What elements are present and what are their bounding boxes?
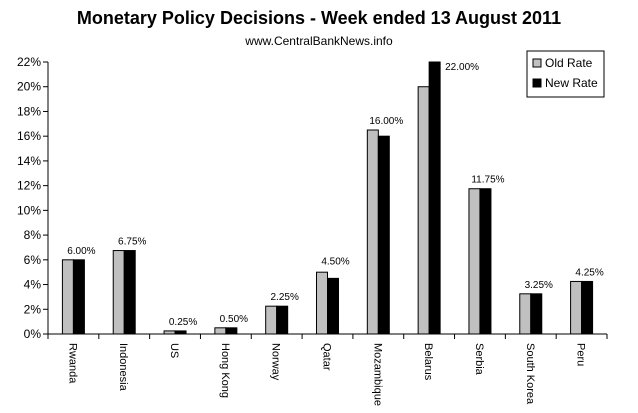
bar-new-rate: [123, 250, 136, 335]
y-tick-label: 20%: [17, 80, 41, 94]
x-category-label: Peru: [575, 343, 587, 366]
bar-old-rate: [316, 271, 328, 335]
x-category-label: Hong Kong: [219, 343, 231, 398]
bar-new-rate: [327, 277, 339, 335]
bar-new-rate: [377, 135, 390, 335]
x-category-label: Belarus: [422, 343, 434, 381]
y-tick-label: 2%: [24, 302, 42, 316]
x-category-label: South Korea: [524, 343, 536, 405]
x-category-label: Serbia: [473, 343, 485, 376]
data-label: 6.75%: [118, 237, 146, 248]
bar-old-rate: [570, 280, 583, 335]
y-tick-label: 0%: [24, 327, 42, 341]
y-tick-label: 10%: [17, 203, 41, 217]
y-tick-label: 12%: [17, 179, 41, 193]
bar-old-rate: [61, 259, 74, 335]
y-tick-label: 18%: [17, 104, 41, 118]
data-label: 4.50%: [321, 256, 349, 267]
legend-label-old-rate: Old Rate: [545, 56, 593, 70]
x-category-label: Mozambique: [371, 343, 383, 406]
bar-new-rate: [581, 280, 594, 335]
bar-old-rate: [265, 305, 278, 335]
data-label: 2.25%: [271, 292, 299, 303]
bar-new-rate: [174, 330, 187, 335]
bar-old-rate: [112, 250, 125, 335]
legend-swatch-new-rate: [532, 78, 542, 88]
legend-swatch-old-rate: [532, 58, 542, 68]
y-tick-label: 6%: [24, 253, 42, 267]
data-label: 0.50%: [220, 314, 248, 325]
bar-old-rate: [417, 86, 430, 335]
y-tick-label: 8%: [24, 228, 42, 242]
bar-new-rate: [428, 61, 441, 335]
legend-label-new-rate: New Rate: [545, 76, 598, 90]
x-category-label: Qatar: [321, 343, 333, 371]
data-label: 6.00%: [67, 246, 95, 257]
data-label: 22.00%: [445, 62, 479, 73]
chart-subtitle: www.CentralBankNews.info: [245, 34, 393, 48]
x-category-label: Norway: [270, 343, 282, 381]
y-tick-label: 4%: [24, 278, 42, 292]
bar-new-rate: [72, 259, 85, 335]
bar-old-rate: [214, 327, 227, 335]
y-tick-label: 22%: [17, 55, 41, 69]
bar-old-rate: [366, 129, 379, 335]
bar-old-rate: [163, 330, 176, 335]
x-category-label: Rwanda: [66, 343, 78, 384]
data-label: 3.25%: [525, 280, 553, 291]
data-label: 16.00%: [369, 116, 403, 127]
y-tick-label: 14%: [17, 154, 41, 168]
data-label: 11.75%: [471, 175, 504, 186]
data-label: 0.25%: [169, 317, 197, 328]
bar-new-rate: [276, 305, 289, 335]
bar-old-rate: [519, 293, 532, 335]
y-tick-label: 16%: [17, 129, 41, 143]
x-category-label: US: [168, 343, 180, 358]
bar-old-rate: [468, 188, 481, 335]
bar-new-rate: [225, 327, 238, 335]
bar-new-rate: [479, 188, 492, 335]
chart-title: Monetary Policy Decisions - Week ended 1…: [76, 8, 562, 28]
x-category-label: Indonesia: [117, 343, 129, 392]
bar-new-rate: [530, 293, 543, 335]
data-label: 4.25%: [575, 267, 603, 278]
